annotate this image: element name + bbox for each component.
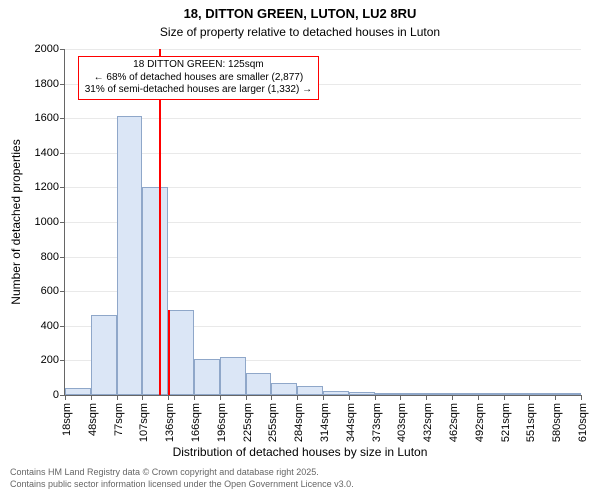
x-tick-label: 77sqm bbox=[113, 403, 125, 436]
y-tick-label: 1400 bbox=[35, 147, 65, 159]
x-tick-label: 462sqm bbox=[448, 403, 460, 442]
y-tick-label: 200 bbox=[41, 354, 65, 366]
histogram-bar bbox=[529, 393, 555, 395]
x-tick-label: 225sqm bbox=[242, 403, 254, 442]
x-axis-label: Distribution of detached houses by size … bbox=[0, 445, 600, 459]
x-tick-label: 166sqm bbox=[190, 403, 202, 442]
y-tick-label: 1600 bbox=[35, 112, 65, 124]
y-tick-label: 600 bbox=[41, 285, 65, 297]
histogram-bar bbox=[555, 393, 581, 395]
x-tick-label: 492sqm bbox=[474, 403, 486, 442]
highlight-bar-edge bbox=[168, 310, 170, 395]
y-tick-label: 1200 bbox=[35, 181, 65, 193]
annotation-line: 31% of semi-detached houses are larger (… bbox=[85, 84, 312, 97]
y-tick-label: 1800 bbox=[35, 78, 65, 90]
x-tick-label: 284sqm bbox=[293, 403, 305, 442]
x-tick-mark bbox=[297, 395, 298, 400]
y-tick-label: 800 bbox=[41, 251, 65, 263]
histogram-bar bbox=[375, 393, 401, 395]
x-tick-mark bbox=[452, 395, 453, 400]
x-tick-label: 48sqm bbox=[87, 403, 99, 436]
histogram-bar bbox=[478, 393, 504, 395]
footer-copyright: Contains HM Land Registry data © Crown c… bbox=[10, 467, 319, 477]
x-tick-mark bbox=[323, 395, 324, 400]
histogram-bar bbox=[117, 116, 143, 395]
chart-container: { "chart": { "type": "histogram", "title… bbox=[0, 0, 600, 500]
x-tick-mark bbox=[246, 395, 247, 400]
x-tick-mark bbox=[194, 395, 195, 400]
x-tick-mark bbox=[375, 395, 376, 400]
histogram-bar bbox=[194, 359, 220, 395]
annotation-box: 18 DITTON GREEN: 125sqm← 68% of detached… bbox=[78, 56, 319, 100]
x-tick-mark bbox=[400, 395, 401, 400]
x-tick-label: 403sqm bbox=[396, 403, 408, 442]
histogram-bar bbox=[271, 383, 297, 395]
x-tick-label: 432sqm bbox=[422, 403, 434, 442]
gridline bbox=[65, 153, 581, 154]
x-tick-label: 610sqm bbox=[577, 403, 589, 442]
y-tick-label: 2000 bbox=[35, 43, 65, 55]
histogram-bar bbox=[504, 393, 530, 395]
x-tick-label: 521sqm bbox=[500, 403, 512, 442]
histogram-bar bbox=[297, 386, 323, 395]
x-tick-label: 196sqm bbox=[216, 403, 228, 442]
x-tick-mark bbox=[581, 395, 582, 400]
histogram-bar bbox=[323, 391, 349, 395]
x-tick-mark bbox=[220, 395, 221, 400]
x-tick-mark bbox=[271, 395, 272, 400]
histogram-bar bbox=[142, 187, 168, 395]
x-tick-label: 314sqm bbox=[319, 403, 331, 442]
x-tick-mark bbox=[65, 395, 66, 400]
histogram-bar bbox=[426, 393, 452, 395]
x-tick-label: 18sqm bbox=[61, 403, 73, 436]
y-axis-label: Number of detached properties bbox=[9, 139, 23, 304]
gridline bbox=[65, 118, 581, 119]
x-tick-mark bbox=[504, 395, 505, 400]
histogram-bar bbox=[349, 392, 375, 395]
x-tick-label: 580sqm bbox=[551, 403, 563, 442]
chart-title: 18, DITTON GREEN, LUTON, LU2 8RU bbox=[0, 6, 600, 21]
annotation-line: ← 68% of detached houses are smaller (2,… bbox=[85, 72, 312, 85]
footer-licence: Contains public sector information licen… bbox=[10, 479, 354, 489]
x-tick-label: 107sqm bbox=[138, 403, 150, 442]
annotation-line: 18 DITTON GREEN: 125sqm bbox=[85, 59, 312, 72]
chart-subtitle: Size of property relative to detached ho… bbox=[0, 25, 600, 39]
x-tick-label: 344sqm bbox=[345, 403, 357, 442]
y-tick-label: 0 bbox=[53, 389, 65, 401]
y-tick-label: 400 bbox=[41, 320, 65, 332]
gridline bbox=[65, 49, 581, 50]
x-tick-mark bbox=[555, 395, 556, 400]
x-tick-label: 136sqm bbox=[164, 403, 176, 442]
y-tick-label: 1000 bbox=[35, 216, 65, 228]
x-tick-mark bbox=[478, 395, 479, 400]
histogram-bar bbox=[65, 388, 91, 395]
x-tick-label: 373sqm bbox=[371, 403, 383, 442]
x-tick-mark bbox=[168, 395, 169, 400]
x-tick-mark bbox=[91, 395, 92, 400]
plot-area: 020040060080010001200140016001800200018s… bbox=[64, 49, 581, 396]
histogram-bar bbox=[400, 393, 426, 395]
marker-line bbox=[159, 49, 161, 395]
x-tick-mark bbox=[142, 395, 143, 400]
x-tick-mark bbox=[426, 395, 427, 400]
x-tick-mark bbox=[529, 395, 530, 400]
histogram-bar bbox=[168, 310, 194, 395]
histogram-bar bbox=[91, 315, 117, 395]
x-tick-mark bbox=[349, 395, 350, 400]
x-tick-mark bbox=[117, 395, 118, 400]
histogram-bar bbox=[220, 357, 246, 395]
x-tick-label: 255sqm bbox=[267, 403, 279, 442]
x-tick-label: 551sqm bbox=[525, 403, 537, 442]
histogram-bar bbox=[246, 373, 272, 395]
histogram-bar bbox=[452, 393, 478, 395]
